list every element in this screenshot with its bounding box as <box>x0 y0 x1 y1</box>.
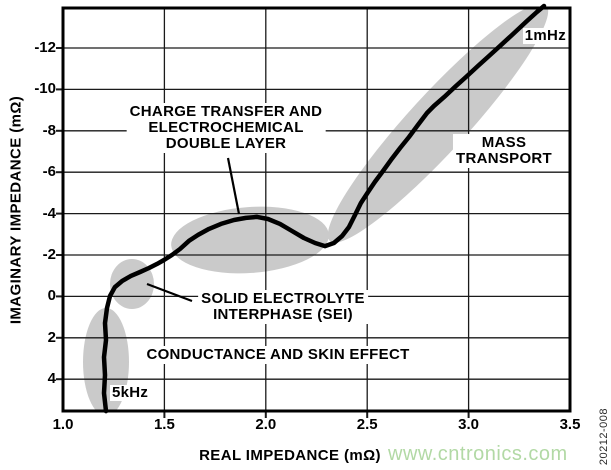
x-tick-label: 3.5 <box>559 416 581 433</box>
y-tick-label: 4 <box>47 370 56 388</box>
watermark: www.cntronics.com <box>388 443 568 465</box>
y-tick-label: 0 <box>47 287 56 305</box>
x-tick-label: 1.5 <box>153 416 175 433</box>
annotation-line: ELECTROCHEMICAL <box>148 119 304 136</box>
x-tick-label: 1.0 <box>52 416 74 433</box>
y-tick-label: 2 <box>47 328 56 346</box>
annotation-mass-transport: MASS TRANSPORT <box>452 134 556 168</box>
y-tick-label: -10 <box>34 80 56 98</box>
annotation-sei: SOLID ELECTROLYTE INTERPHASE (SEI) <box>198 290 368 324</box>
region-mass-transport <box>327 8 549 243</box>
y-tick-label: -4 <box>42 204 56 222</box>
y-tick-label: -2 <box>42 246 56 263</box>
x-tick-label: 2.5 <box>356 416 378 433</box>
frequency-label-1mhz: 1mHz <box>522 27 568 44</box>
annotation-line: TRANSPORT <box>455 150 553 167</box>
annotation-line: DOUBLE LAYER <box>165 135 287 152</box>
impedance-curve <box>101 3 547 414</box>
y-tick-label: -8 <box>42 121 56 139</box>
frequency-label-5khz: 5kHz <box>110 384 151 401</box>
annotation-charge-transfer: CHARGE TRANSFER AND ELECTROCHEMICAL DOUB… <box>126 103 326 153</box>
annotation-line: CHARGE TRANSFER AND <box>129 103 323 120</box>
leader-charge-transfer <box>226 157 241 215</box>
annotation-conductance-skin-effect: CONDUCTANCE AND SKIN EFFECT <box>143 346 413 364</box>
x-tick-label: 2.0 <box>255 416 277 433</box>
document-number: 20212-008 <box>598 407 610 465</box>
x-tick-label: 3.0 <box>458 416 480 433</box>
region-charge-transfer-double-layer <box>171 206 329 274</box>
y-tick-label: -6 <box>42 163 56 181</box>
leader-lines <box>146 157 241 303</box>
y-tick-label: -12 <box>34 39 56 56</box>
annotation-line: INTERPHASE (SEI) <box>213 306 353 323</box>
leader-sei <box>146 282 193 303</box>
highlight-regions <box>83 8 549 411</box>
x-axis-title: REAL IMPEDANCE (mΩ) <box>199 447 381 464</box>
plot-frame <box>61 6 572 413</box>
annotation-line: SOLID ELECTROLYTE <box>201 290 365 307</box>
annotation-line: MASS <box>481 134 527 151</box>
